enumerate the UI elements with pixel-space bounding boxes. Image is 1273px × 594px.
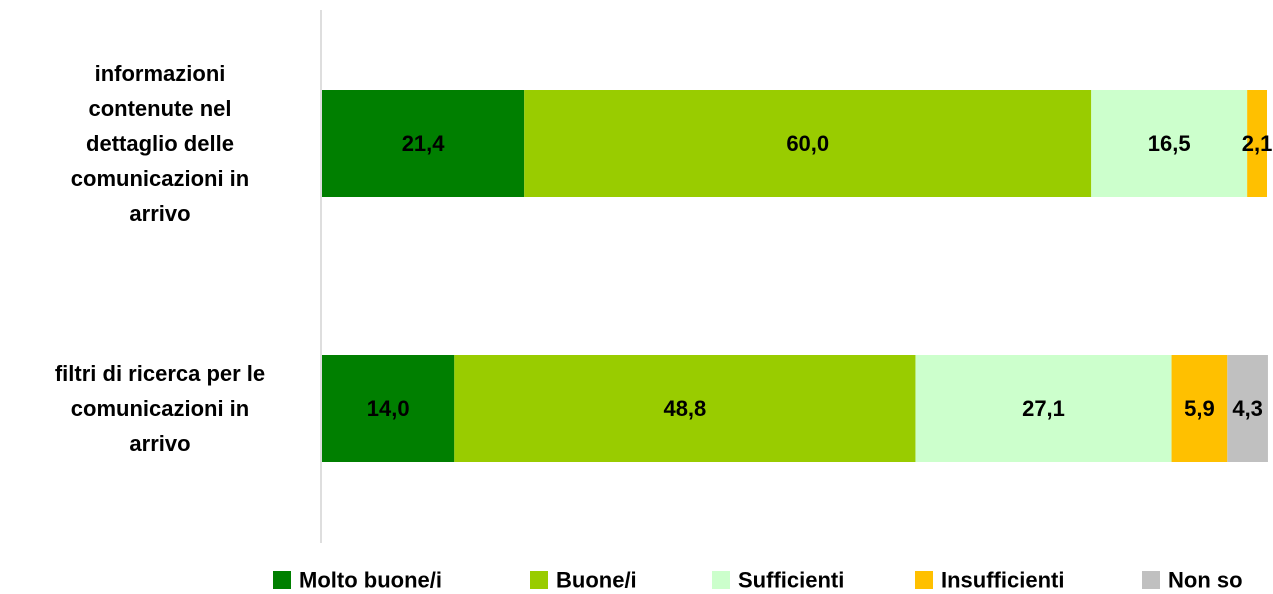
- bar-segment: [524, 90, 1092, 197]
- data-label: 16,5: [1148, 131, 1191, 156]
- bar-segment: [1227, 355, 1268, 462]
- bar-segment: [915, 355, 1172, 462]
- legend-swatch: [712, 571, 730, 589]
- data-label: 21,4: [402, 131, 446, 156]
- category-label-line: comunicazioni in: [71, 166, 249, 191]
- category-label-line: contenute nel: [88, 96, 231, 121]
- category-label-line: dettaglio delle: [86, 131, 234, 156]
- category-labels: informazioni contenute nel dettaglio delle…: [55, 61, 265, 456]
- data-label: 27,1: [1022, 396, 1065, 421]
- legend-label: Non so: [1168, 568, 1243, 593]
- bar-segment: [322, 355, 455, 462]
- category-label-line: filtri di ricerca per le: [55, 361, 265, 386]
- data-label: 4,3: [1232, 396, 1263, 421]
- bar-segment: [454, 355, 916, 462]
- legend-swatch: [915, 571, 933, 589]
- legend-label: Sufficienti: [738, 568, 844, 593]
- legend-label: Buone/i: [556, 568, 637, 593]
- legend-swatch: [530, 571, 548, 589]
- bar-segment: [322, 90, 525, 197]
- category-label-line: arrivo: [129, 431, 190, 456]
- category-label-line: informazioni: [95, 61, 226, 86]
- legend-label: Insufficienti: [941, 568, 1064, 593]
- legend-label: Molto buone/i: [299, 568, 442, 593]
- bar-segment: [1247, 90, 1267, 197]
- bar-segment: [1091, 90, 1248, 197]
- data-label: 48,8: [663, 396, 706, 421]
- category-label-line: comunicazioni in: [71, 396, 249, 421]
- bar-segment: [1171, 355, 1228, 462]
- data-label: 5,9: [1184, 396, 1215, 421]
- legend: Molto buone/i Buone/i Sufficienti Insuffici…: [273, 568, 1243, 593]
- category-label-line: arrivo: [129, 201, 190, 226]
- data-label: 60,0: [786, 131, 829, 156]
- data-label: 2,1: [1242, 131, 1273, 156]
- legend-swatch: [1142, 571, 1160, 589]
- legend-swatch: [273, 571, 291, 589]
- bars: 21,4 60,0 16,5 2,1 14,0 48,8 27,1 5,9 4,3: [322, 90, 1272, 462]
- data-label: 14,0: [367, 396, 410, 421]
